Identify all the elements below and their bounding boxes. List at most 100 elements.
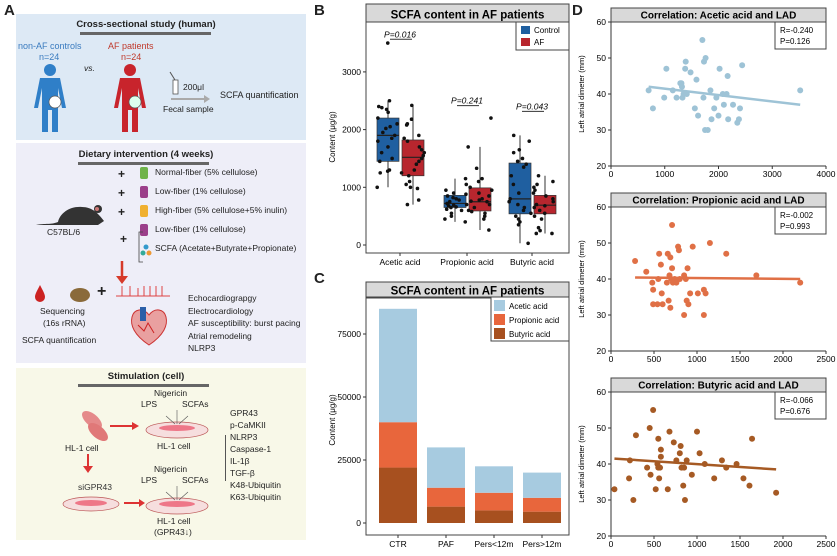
bar-segment-butyric-acid [475, 510, 513, 523]
data-point [482, 214, 487, 218]
scatter-point [702, 290, 709, 297]
data-point [526, 241, 530, 246]
blood-feces-icon [35, 285, 90, 302]
data-point [529, 211, 533, 216]
stimulation-section: Stimulation (cell) Nigericin LPS SCFAs H… [16, 368, 306, 540]
scatter-point [630, 497, 637, 503]
data-point [376, 139, 380, 143]
data-point [513, 214, 518, 218]
bracket-icon [138, 231, 143, 263]
data-point [379, 150, 384, 155]
scatter-point [735, 116, 742, 123]
scatter-point [657, 261, 664, 268]
regression-line [614, 457, 777, 471]
scatter-point [716, 65, 723, 72]
scatter-point [681, 464, 688, 471]
data-point [387, 98, 392, 103]
scatter-point [663, 65, 670, 72]
controls-n: n=24 [39, 52, 60, 62]
x-tick-label: 1500 [731, 354, 750, 364]
data-point [551, 179, 555, 184]
data-point [385, 169, 390, 173]
data-point [451, 195, 455, 200]
scatter-point [724, 73, 731, 79]
data-point [543, 203, 547, 208]
vs-label: vs. [84, 63, 95, 73]
data-point [521, 165, 526, 169]
data-point [518, 220, 522, 224]
scatter-point [655, 435, 662, 442]
x-tick-label: Pers>12m [523, 539, 562, 549]
scatter-point [700, 312, 707, 318]
scatter-point [669, 222, 676, 228]
data-point [509, 173, 514, 178]
outcome-item: AF susceptibility: burst pacing [188, 318, 301, 328]
outcome-item: Electrocardiology [188, 305, 254, 316]
data-point [464, 192, 468, 197]
y-tick-label: 20 [597, 346, 607, 356]
readout-item: p-CaMKII [230, 420, 266, 430]
y-tick-label: 0 [356, 240, 361, 250]
x-tick-label: 2500 [817, 539, 836, 549]
y-tick-label: 60 [597, 202, 607, 212]
y-tick-label: 20 [597, 161, 607, 171]
bar-segment-butyric-acid [379, 467, 417, 523]
scfa-quant-label: SCFA quantification [220, 90, 299, 100]
regression-line [648, 85, 801, 107]
scatter-point [675, 247, 682, 254]
data-point [511, 182, 516, 187]
scatter-point [659, 301, 666, 308]
scatter-point [670, 439, 677, 446]
scatter-point [711, 105, 718, 112]
legend-label: Butyric acid [509, 330, 550, 339]
scatter-point [688, 471, 695, 478]
scatter-point [667, 304, 674, 311]
scatter-point [725, 116, 732, 123]
controls-label: non-AF controls [18, 41, 82, 51]
data-point [449, 211, 454, 216]
data-point [508, 197, 512, 201]
chart-title: Correlation: Acetic acid and LAD [641, 11, 797, 22]
plus-sign: + [97, 283, 107, 300]
x-tick-label: Butyric acid [510, 257, 554, 267]
data-point [444, 188, 448, 192]
scatter-point [693, 76, 700, 83]
readout-item: NLRP3 [230, 432, 258, 442]
data-point [449, 214, 454, 218]
data-point [449, 205, 453, 210]
scatter-point [649, 105, 656, 112]
culture-dish-icon [145, 410, 209, 439]
scatter-point [643, 268, 650, 275]
scatter-point [654, 301, 661, 308]
data-point [407, 179, 412, 184]
x-tick-label: Propionic acid [440, 257, 494, 267]
scatter-point [663, 279, 670, 286]
x-tick-label: 500 [647, 539, 661, 549]
data-point [386, 110, 390, 115]
data-point [415, 186, 420, 191]
data-point [406, 173, 411, 178]
legend-label: Propionic acid [509, 316, 559, 325]
bar-segment-propionic-acid [475, 492, 513, 511]
x-tick-label: 3000 [763, 169, 782, 179]
data-point [395, 122, 399, 126]
x-tick-label: 2000 [774, 539, 793, 549]
scatter-point [746, 482, 753, 489]
plus-sign: + [118, 167, 126, 181]
data-point [507, 199, 511, 204]
p-value: P=0.126 [780, 37, 811, 46]
scatter-point [657, 464, 664, 471]
scfa-drops-icon [140, 243, 152, 256]
data-point [421, 153, 426, 158]
panel-label-b: B [314, 2, 325, 19]
data-point [477, 198, 482, 202]
readout-item: GPR43 [230, 408, 258, 418]
stats-box [774, 21, 827, 50]
data-point [536, 225, 541, 230]
data-point [534, 231, 539, 236]
scatter-point [695, 112, 702, 119]
lps-label: LPS [141, 475, 158, 485]
chart-title-box [610, 377, 827, 393]
plus-sign: + [118, 205, 126, 219]
scatter-point [707, 87, 714, 94]
